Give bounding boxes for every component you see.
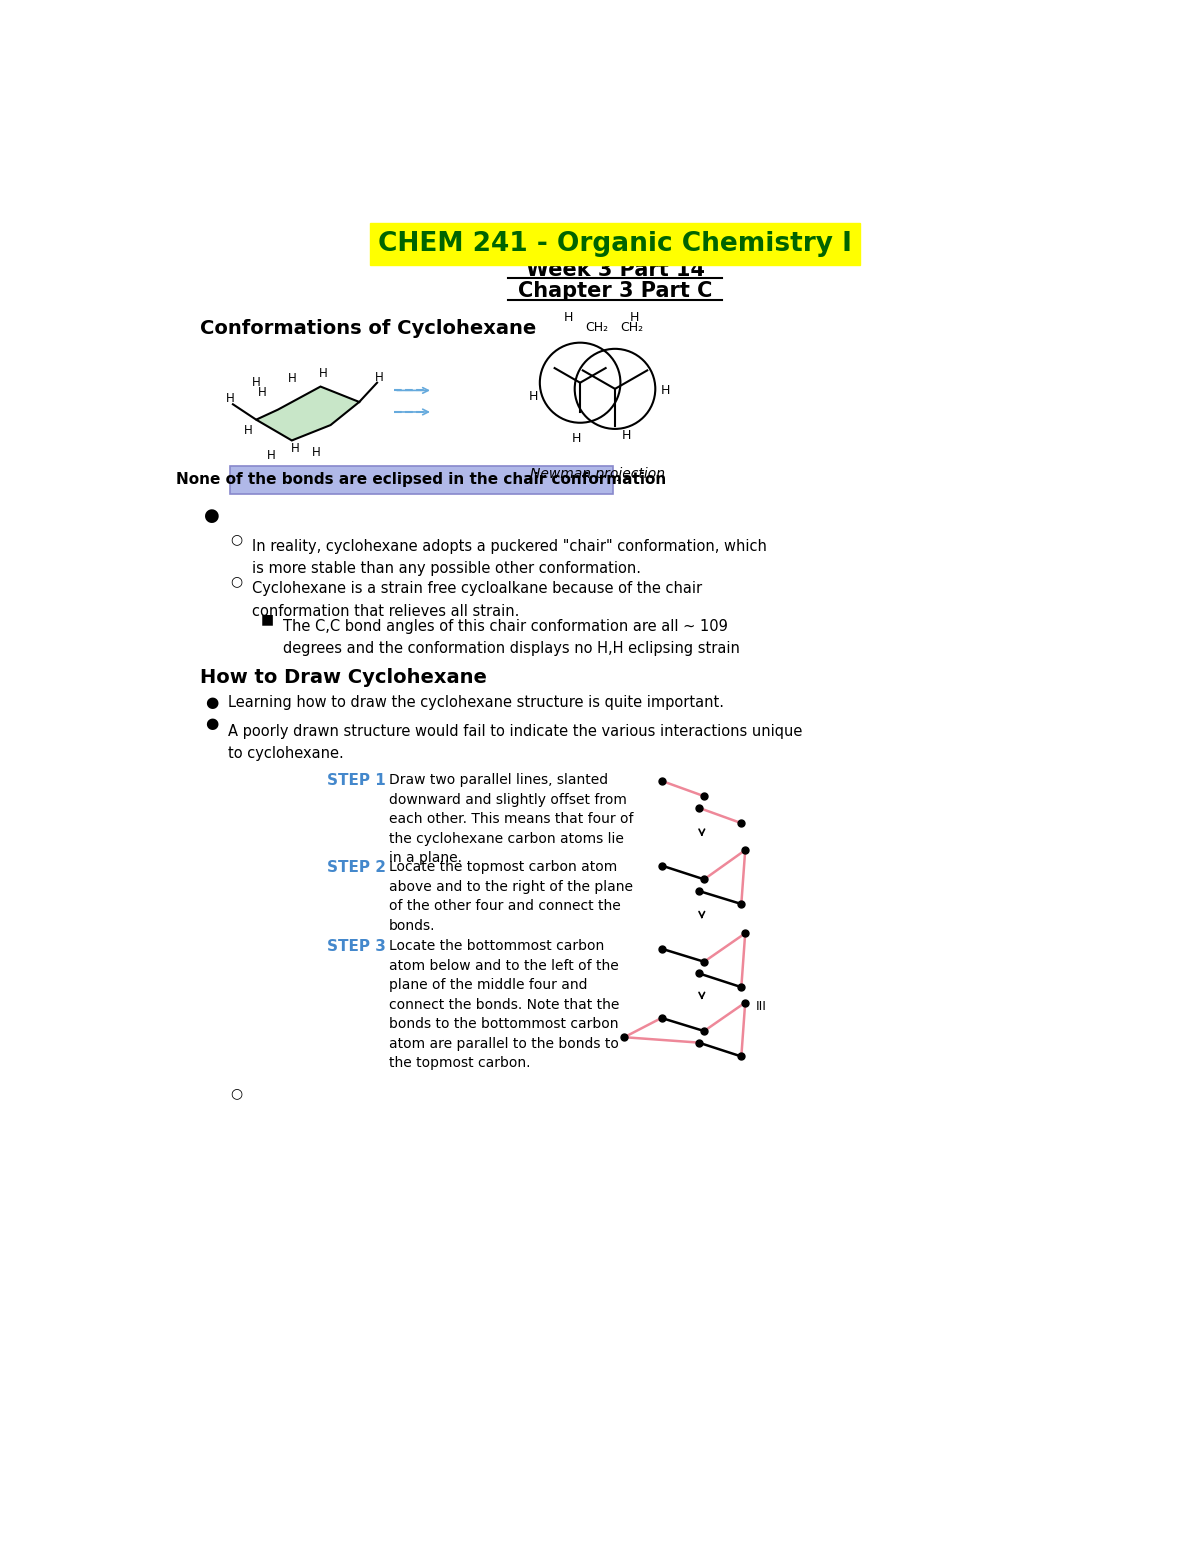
- Text: ●: ●: [204, 506, 220, 525]
- Text: H: H: [622, 429, 631, 441]
- Text: H: H: [226, 391, 234, 405]
- Text: STEP 2: STEP 2: [326, 860, 385, 874]
- Text: STEP 1: STEP 1: [326, 773, 385, 787]
- Text: H: H: [630, 311, 640, 323]
- Text: H: H: [661, 384, 670, 398]
- Text: ○: ○: [230, 1087, 242, 1101]
- Text: CH₂: CH₂: [620, 321, 643, 334]
- Text: Week 3 Part 14: Week 3 Part 14: [526, 259, 704, 280]
- Text: Newman projection: Newman projection: [529, 466, 665, 480]
- Text: How to Draw Cyclohexane: How to Draw Cyclohexane: [200, 668, 487, 686]
- Text: Locate the topmost carbon atom
above and to the right of the plane
of the other : Locate the topmost carbon atom above and…: [389, 860, 632, 933]
- Polygon shape: [256, 387, 359, 441]
- Text: H: H: [290, 443, 299, 455]
- Text: Draw two parallel lines, slanted
downward and slightly offset from
each other. T: Draw two parallel lines, slanted downwar…: [389, 773, 634, 865]
- Text: ■: ■: [262, 612, 275, 626]
- Text: CHEM 241 - Organic Chemistry I: CHEM 241 - Organic Chemistry I: [378, 231, 852, 258]
- Text: H: H: [288, 371, 296, 385]
- Text: H: H: [571, 432, 581, 444]
- Text: H: H: [252, 376, 260, 390]
- Text: H: H: [318, 367, 328, 380]
- Text: ●: ●: [205, 716, 218, 731]
- Text: ○: ○: [230, 575, 242, 589]
- FancyBboxPatch shape: [230, 466, 613, 494]
- Text: Locate the bottommost carbon
atom below and to the left of the
plane of the midd: Locate the bottommost carbon atom below …: [389, 940, 619, 1070]
- Text: H: H: [376, 371, 384, 384]
- Text: STEP 3: STEP 3: [326, 940, 385, 955]
- Text: Learning how to draw the cyclohexane structure is quite important.: Learning how to draw the cyclohexane str…: [228, 694, 724, 710]
- Text: H: H: [268, 449, 276, 461]
- Text: In reality, cyclohexane adopts a puckered "chair" conformation, which
is more st: In reality, cyclohexane adopts a puckere…: [252, 539, 767, 576]
- Text: ●: ●: [205, 694, 218, 710]
- Text: ○: ○: [230, 533, 242, 547]
- Text: H: H: [529, 390, 539, 404]
- Text: Conformations of Cyclohexane: Conformations of Cyclohexane: [200, 320, 536, 339]
- Text: A poorly drawn structure would fail to indicate the various interactions unique
: A poorly drawn structure would fail to i…: [228, 724, 802, 761]
- Text: CH₂: CH₂: [586, 321, 608, 334]
- Text: H: H: [564, 311, 574, 323]
- Text: H: H: [258, 387, 266, 399]
- Text: H: H: [312, 446, 322, 458]
- Text: The C,C bond angles of this chair conformation are all ~ 109
degrees and the con: The C,C bond angles of this chair confor…: [283, 620, 740, 657]
- Text: H: H: [244, 424, 253, 436]
- Text: Cyclohexane is a strain free cycloalkane because of the chair
conformation that : Cyclohexane is a strain free cycloalkane…: [252, 581, 702, 618]
- Text: Chapter 3 Part C: Chapter 3 Part C: [518, 281, 712, 301]
- Text: III: III: [755, 1000, 766, 1013]
- Text: None of the bonds are eclipsed in the chair conformation: None of the bonds are eclipsed in the ch…: [176, 472, 666, 488]
